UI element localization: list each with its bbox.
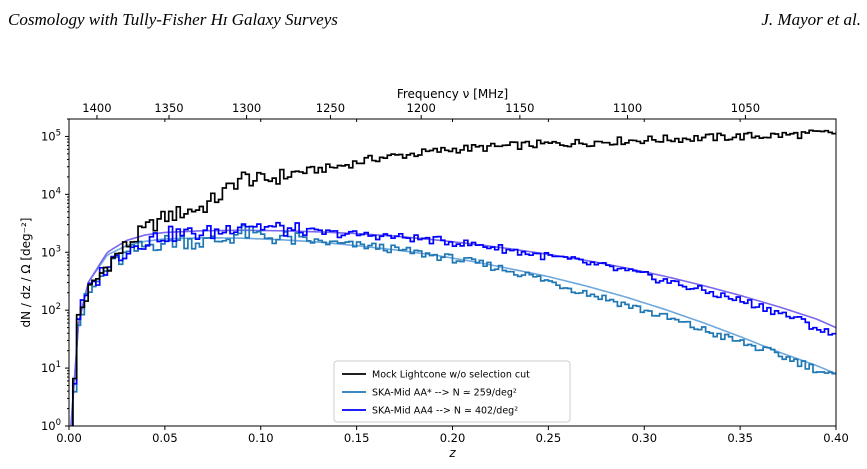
series-1-histogram xyxy=(71,224,836,426)
x-tick-label: 0.00 xyxy=(56,431,82,445)
top-tick-label: 1250 xyxy=(316,101,345,115)
y-tick-label: 105 xyxy=(41,128,61,143)
y-tick-label: 102 xyxy=(41,302,61,317)
legend-label-2: SKA-Mid AA4 --> N ≃ 402/deg² xyxy=(372,406,518,417)
y-tick-label: 101 xyxy=(41,360,61,375)
running-head-title: Cosmology with Tully-Fisher Hɪ Galaxy Su… xyxy=(8,10,338,29)
x-tick-label: 0.10 xyxy=(248,431,274,445)
series-3-fit-curve xyxy=(70,236,836,426)
top-tick-label: 1150 xyxy=(505,101,534,115)
top-tick-label: 1350 xyxy=(154,101,183,115)
y-axis-title: dN / dz / Ω [deg⁻²] xyxy=(19,218,33,328)
x-tick-label: 0.05 xyxy=(152,431,178,445)
series-4-fit-curve xyxy=(70,229,836,426)
running-head-authors: J. Mayor et al. xyxy=(761,10,861,29)
top-tick-label: 1050 xyxy=(731,101,760,115)
x-tick-label: 0.20 xyxy=(440,431,466,445)
series-0-histogram xyxy=(71,129,836,426)
top-tick-label: 1200 xyxy=(407,101,436,115)
legend-box xyxy=(333,360,571,423)
top-axis-title: Frequency ν [MHz] xyxy=(397,87,508,101)
x-tick-label: 0.30 xyxy=(631,431,657,445)
x-tick-label: 0.40 xyxy=(823,431,849,445)
x-tick-label: 0.25 xyxy=(536,431,562,445)
top-tick-label: 1400 xyxy=(82,101,111,115)
legend-label-0: Mock Lightcone w/o selection cut xyxy=(372,370,530,381)
top-tick-label: 1300 xyxy=(232,101,261,115)
legend-label-1: SKA-Mid AA* --> N ≃ 259/deg² xyxy=(372,388,517,399)
y-tick-label: 104 xyxy=(41,186,61,201)
x-tick-label: 0.35 xyxy=(727,431,753,445)
series-2-histogram xyxy=(71,221,836,426)
y-tick-label: 103 xyxy=(41,244,61,259)
top-tick-label: 1100 xyxy=(613,101,642,115)
x-axis-title: z xyxy=(448,446,456,460)
x-tick-label: 0.15 xyxy=(344,431,370,445)
series-group xyxy=(70,129,836,426)
legend: Mock Lightcone w/o selection cut SKA-Mid … xyxy=(333,360,571,423)
